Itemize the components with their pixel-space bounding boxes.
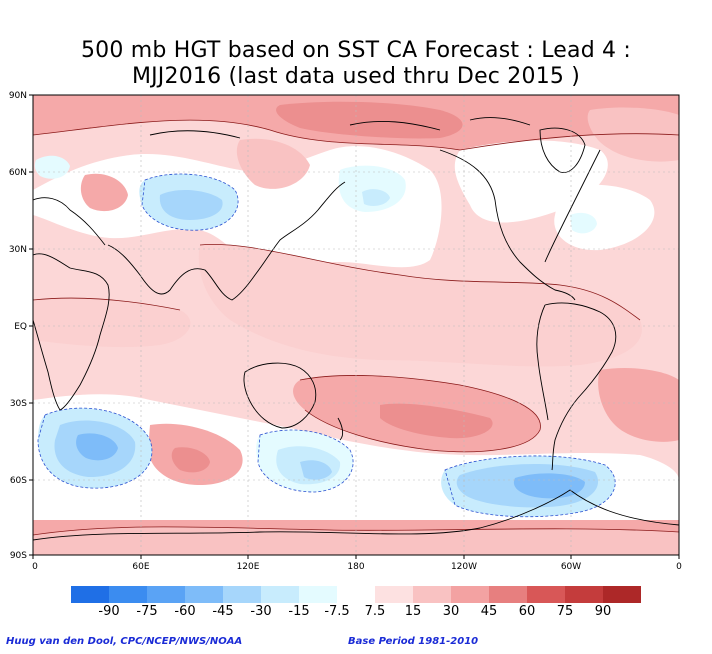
colorbar-swatch: [337, 586, 375, 603]
colorbar-swatch: [185, 586, 223, 603]
lat-label-eq: EQ: [14, 322, 27, 332]
colorbar-label: 7.5: [364, 604, 386, 619]
lon-label-60w: 60W: [561, 562, 581, 572]
colorbar-label: -7.5: [324, 604, 350, 619]
axis-ticks: [29, 94, 680, 559]
colorbar-swatch: [147, 586, 185, 603]
footer-credit: Huug van den Dool, CPC/NCEP/NWS/NOAA: [6, 636, 243, 647]
lon-label-180: 180: [347, 562, 364, 572]
colorbar-swatch: [299, 586, 337, 603]
footer-base-period: Base Period 1981-2010: [348, 636, 479, 647]
colorbar-label: 15: [404, 604, 422, 619]
colorbar-label: 60: [518, 604, 536, 619]
lat-label-30s: 30S: [10, 399, 27, 409]
colorbar-swatch: [603, 586, 641, 603]
colorbar-swatch: [413, 586, 451, 603]
colorbar-label: -90: [98, 604, 120, 619]
title-line-1: 500 mb HGT based on SST CA Forecast : Le…: [80, 38, 632, 63]
colorbar-label: 45: [480, 604, 498, 619]
lon-label-120e: 120E: [237, 562, 260, 572]
lon-label-120w: 120W: [451, 562, 477, 572]
colorbar-swatch: [261, 586, 299, 603]
lat-label-90s: 90S: [10, 551, 27, 561]
lon-label-60e: 60E: [132, 562, 149, 572]
lat-label-30n: 30N: [9, 245, 27, 255]
colorbar-label: 75: [556, 604, 574, 619]
colorbar-swatch: [451, 586, 489, 603]
colorbar-label: 90: [594, 604, 612, 619]
colorbar-swatch: [527, 586, 565, 603]
colorbar-swatch: [565, 586, 603, 603]
title-line-2: MJJ2016 (last data used thru Dec 2015 ): [131, 64, 581, 89]
lon-label-0-left: 0: [32, 562, 38, 572]
lat-label-60n: 60N: [9, 168, 27, 178]
colorbar-swatch: [223, 586, 261, 603]
colorbar-swatch: [71, 586, 109, 603]
colorbar-swatch: [109, 586, 147, 603]
colorbar-label: 30: [442, 604, 460, 619]
lon-label-0-right: 0: [676, 562, 682, 572]
colorbar-label: -60: [174, 604, 196, 619]
anomaly-field: [33, 95, 679, 555]
colorbar-label: -30: [250, 604, 272, 619]
colorbar: [71, 586, 641, 603]
colorbar-swatch: [489, 586, 527, 603]
colorbar-label: -75: [136, 604, 158, 619]
lat-label-90n: 90N: [9, 91, 27, 101]
lat-label-60s: 60S: [10, 476, 27, 486]
colorbar-label: -15: [288, 604, 310, 619]
colorbar-swatch: [375, 586, 413, 603]
colorbar-label: -45: [212, 604, 234, 619]
